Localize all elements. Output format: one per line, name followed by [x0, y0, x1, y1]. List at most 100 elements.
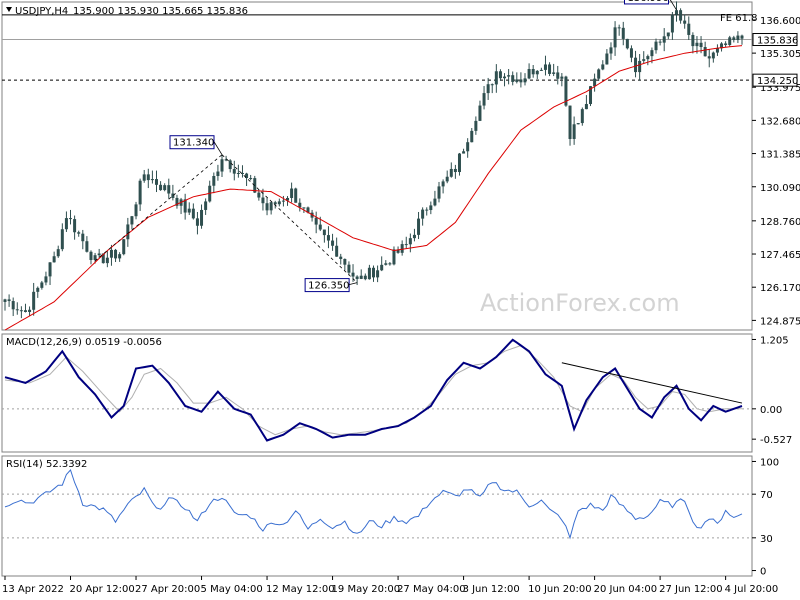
- candle-body: [404, 244, 408, 246]
- candle-body: [302, 207, 306, 209]
- candle-body: [195, 218, 199, 226]
- candle-body: [322, 229, 326, 236]
- annotation-pointer: [213, 141, 223, 155]
- candle-body: [281, 200, 285, 202]
- level-label: 134.250: [757, 76, 798, 87]
- candle-body: [64, 218, 68, 230]
- candle-body: [261, 197, 265, 204]
- macd-line: [4, 338, 743, 442]
- candle-body: [617, 27, 621, 29]
- rsi-panel-frame: [1, 455, 753, 577]
- candle-body: [290, 188, 294, 198]
- candle-body: [77, 232, 81, 234]
- rsi-tick-label: 70: [760, 490, 773, 501]
- price-header: USDJPY,H4 135.900 135.930 135.665 135.83…: [6, 6, 248, 17]
- candle-body: [412, 234, 416, 239]
- candle-body: [93, 255, 97, 260]
- annotation-pointer: [669, 0, 677, 11]
- price-annotations: 131.340 126.350 136.990: [169, 0, 677, 293]
- candle-body: [703, 47, 707, 57]
- candle-body: [634, 57, 638, 73]
- annotation-label: 136.990: [627, 0, 668, 4]
- candle-body: [212, 176, 216, 186]
- candle-body: [654, 41, 658, 51]
- annotation-pointer: [349, 282, 358, 285]
- candle-body: [118, 254, 122, 259]
- price-axis: 136.600 135.305 133.975 132.680 131.385 130.0…: [752, 16, 800, 327]
- candle-body: [625, 38, 629, 49]
- candle-body: [580, 109, 584, 124]
- candle-body: [154, 179, 158, 185]
- candle-body: [69, 218, 73, 220]
- candle-body: [298, 202, 302, 208]
- zigzag-segment: [94, 154, 223, 262]
- candle-body: [19, 310, 23, 312]
- candle-body: [257, 192, 261, 198]
- time-tick-label: 27 Jun 12:00: [659, 584, 723, 595]
- candle-body: [711, 52, 715, 59]
- candle-body: [355, 276, 359, 279]
- candle-body: [421, 209, 425, 219]
- candle-body: [36, 287, 40, 292]
- candle-body: [494, 71, 498, 85]
- candle-body: [52, 256, 56, 263]
- candle-body: [314, 217, 318, 225]
- price-tick-label: 127.465: [760, 250, 800, 261]
- candle-body: [114, 249, 118, 259]
- time-tick-label: 27 May 04:00: [397, 584, 466, 595]
- candle-body: [146, 174, 150, 181]
- candle-body: [343, 258, 347, 265]
- candle-body: [273, 202, 277, 205]
- candle-body: [220, 159, 224, 172]
- candle-body: [130, 216, 134, 225]
- candle-body: [359, 275, 363, 279]
- rsi-line: [4, 469, 743, 540]
- price-tick-label: 128.760: [760, 217, 800, 228]
- candle-body: [3, 299, 7, 302]
- candle-body: [134, 204, 138, 217]
- time-tick-label: 27 Apr 20:00: [135, 584, 200, 595]
- candle-body: [679, 10, 683, 21]
- current-price-label: 135.836: [757, 36, 798, 47]
- candle-body: [539, 69, 543, 71]
- candle-body: [548, 64, 552, 74]
- time-tick-label: 20 Jun 04:00: [594, 584, 658, 595]
- candle-body: [351, 272, 355, 277]
- dropdown-triangle-icon[interactable]: [6, 7, 12, 12]
- time-tick-label: 20 Apr 12:00: [70, 584, 135, 595]
- candle-body: [572, 124, 576, 139]
- price-tick-label: 124.875: [760, 316, 800, 327]
- price-tick-label: 133.975: [760, 83, 800, 94]
- candle-body: [408, 238, 412, 245]
- candle-body: [695, 42, 699, 47]
- candle-body: [674, 10, 678, 15]
- annotation-label: 131.340: [173, 138, 214, 149]
- candle-body: [523, 78, 527, 83]
- candle-body: [240, 172, 244, 174]
- rsi-guide-lines: [2, 493, 752, 539]
- zigzag-segment: [221, 154, 358, 283]
- candle-body: [294, 188, 298, 203]
- candle-body: [388, 263, 392, 265]
- candle-body: [543, 64, 547, 70]
- candle-body: [535, 70, 539, 75]
- candle-body: [23, 310, 27, 312]
- candle-body: [236, 172, 240, 174]
- rsi-tick-label: 100: [760, 457, 779, 468]
- candle-body: [560, 76, 564, 79]
- candle-body: [60, 229, 64, 250]
- candle-body: [245, 173, 249, 179]
- candle-body: [216, 171, 220, 177]
- candle-body: [105, 257, 109, 264]
- candle-body: [474, 120, 478, 131]
- candle-body: [138, 180, 142, 205]
- macd-tick-label: 1.205: [760, 335, 789, 346]
- price-tick-label: 132.680: [760, 116, 800, 127]
- candle-body: [470, 130, 474, 143]
- candle-body: [277, 201, 281, 205]
- candle-body: [40, 282, 44, 288]
- candle-body: [732, 37, 736, 40]
- candle-body: [163, 185, 167, 191]
- candle-body: [691, 34, 695, 47]
